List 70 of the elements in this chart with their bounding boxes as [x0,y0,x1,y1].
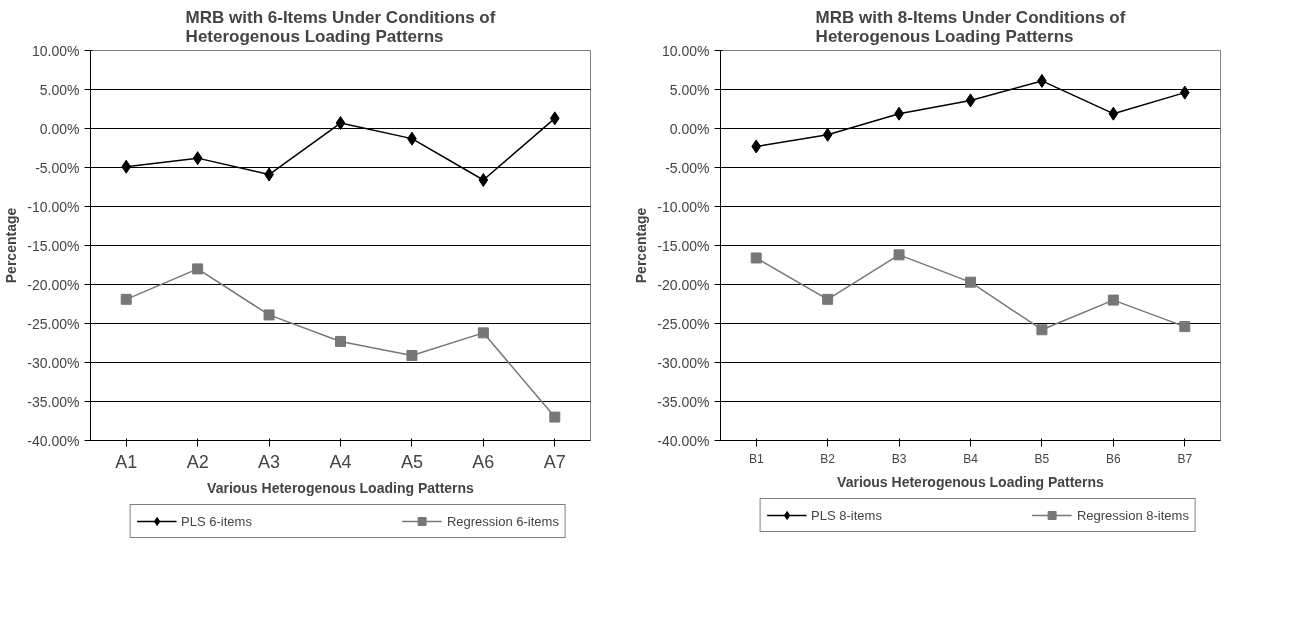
legend-label: PLS 6-items [181,513,252,529]
x-tick-label: A6 [472,451,495,472]
y-tick-label: -25.00% [657,315,710,332]
y-tick-label: 0.00% [669,120,710,137]
y-tick-label: -35.00% [27,393,80,410]
point [477,327,489,339]
point [335,335,346,347]
y-axis-title: Percentage [633,207,650,284]
y-tick-label: -5.00% [35,159,80,176]
point [192,263,204,275]
point [822,293,834,305]
x-tick-label: A2 [186,451,209,472]
legend-label: Regression 8-items [1076,507,1189,523]
point [893,249,905,261]
point [1179,85,1190,100]
y-tick-label: 5.00% [669,81,710,98]
x-tick-label: B1 [748,451,764,466]
point [478,172,489,187]
point [1108,106,1119,121]
y-tick-label: -25.00% [27,315,80,332]
x-tick-label: B7 [1177,451,1193,466]
legend-label: PLS 8-items [811,507,882,523]
y-tick-label: -30.00% [657,354,710,371]
y-tick-label: -10.00% [27,198,80,215]
y-tick-label: -15.00% [657,237,710,254]
y-tick-label: -40.00% [27,432,80,449]
point [192,151,203,166]
point [751,139,762,154]
y-tick-label: -20.00% [657,276,710,293]
point [822,127,833,142]
x-tick-label: B3 [891,451,907,466]
y-tick-label: -35.00% [657,393,710,410]
y-tick-label: -10.00% [657,198,710,215]
y-tick-label: 10.00% [662,42,710,59]
x-tick-label: B2 [820,451,836,466]
y-tick-label: -30.00% [27,354,80,371]
x-tick-label: B4 [963,451,979,466]
point [549,411,561,423]
point [965,93,976,108]
x-tick-label: A7 [543,451,566,472]
point [750,252,762,264]
y-tick-label: 10.00% [32,42,80,59]
point [335,116,346,131]
legend-label: Regression 6-items [446,513,559,529]
x-axis-title: Various Heterogenous Loading Patterns [837,473,1105,490]
y-tick-label: -15.00% [27,237,80,254]
y-axis-title: Percentage [3,207,20,284]
point [965,276,976,288]
point [1036,324,1048,336]
point [1179,321,1191,333]
point [121,159,132,174]
chart-title: MRB with 6-Items Under Conditions of Heterogenous Loading Patterns [185,7,496,46]
y-tick-label: 5.00% [39,81,80,98]
point [1107,294,1119,306]
x-tick-label: A4 [329,451,352,472]
x-tick-label: A1 [115,451,138,472]
y-tick-label: -20.00% [27,276,80,293]
y-tick-label: 0.00% [39,120,80,137]
x-tick-label: B6 [1106,451,1122,466]
x-tick-label: A5 [400,451,423,472]
y-tick-label: -5.00% [665,159,710,176]
x-axis-title: Various Heterogenous Loading Patterns [207,479,475,496]
point [406,349,418,361]
x-tick-label: A3 [258,451,281,472]
x-tick-label: B5 [1034,451,1050,466]
y-tick-label: -40.00% [657,432,710,449]
point [263,309,275,321]
point [120,293,132,305]
point [549,111,560,126]
chart-title: MRB with 8-Items Under Conditions of Heterogenous Loading Patterns [815,7,1126,46]
